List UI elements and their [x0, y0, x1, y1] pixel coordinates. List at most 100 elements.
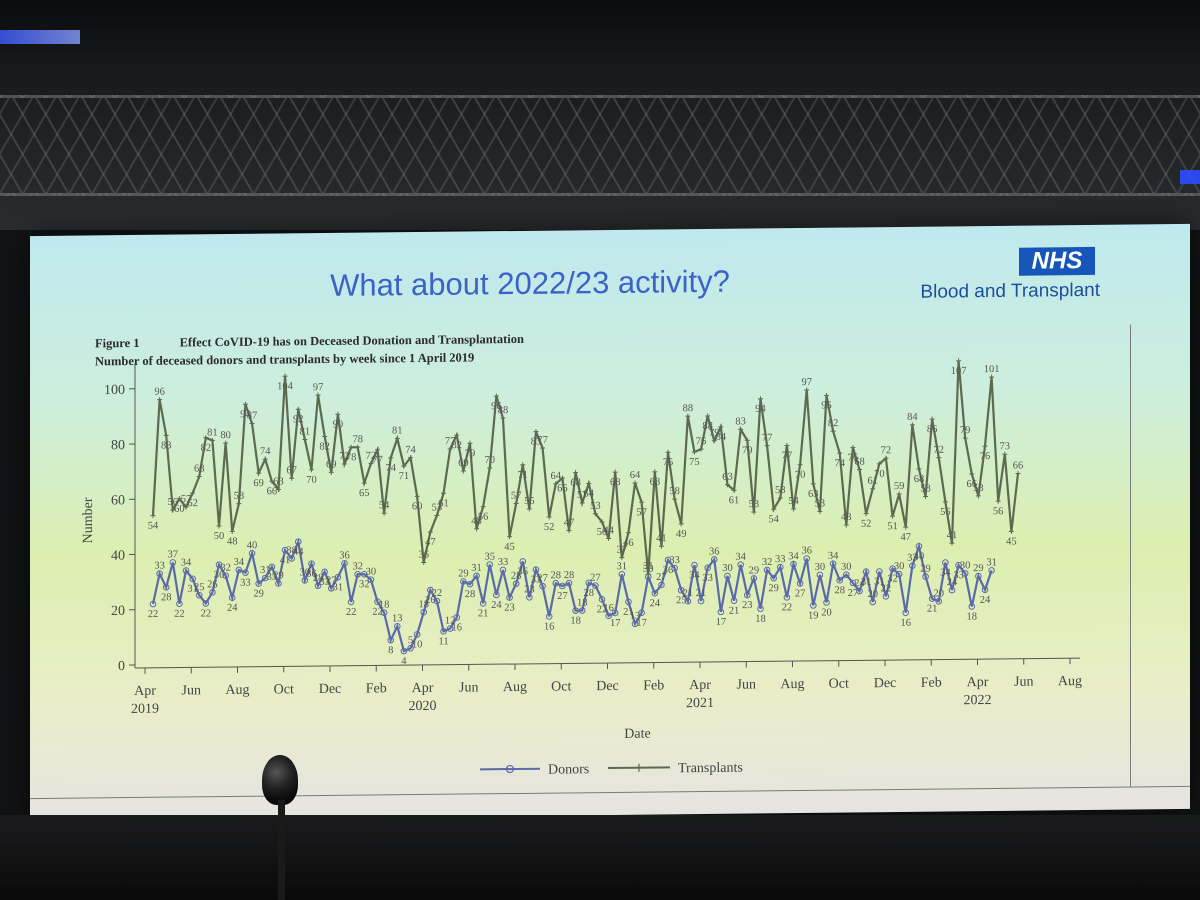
- donors-point: [862, 568, 870, 575]
- transplants-data-label: 75: [663, 457, 673, 468]
- donors-data-label: 32: [762, 557, 772, 568]
- transplants-point: [493, 393, 499, 399]
- donors-data-label: 31: [861, 577, 871, 588]
- transplants-point: [236, 501, 242, 507]
- transplants-data-label: 53: [749, 499, 759, 510]
- transplants-data-label: 61: [729, 495, 739, 506]
- transplants-data-label: 83: [735, 416, 745, 427]
- donors-point: [519, 558, 527, 565]
- donors-data-label: 27: [326, 575, 336, 586]
- weekly-donation-chart: 0 20 40 60 80 100 Number Apr Jun Aug Oct Dec Feb Apr J…: [81, 358, 1082, 778]
- donors-point: [876, 568, 883, 575]
- transplants-data-label: 71: [518, 470, 528, 481]
- donors-point: [275, 580, 282, 587]
- donors-point: [506, 594, 513, 601]
- transplants-point: [262, 456, 268, 462]
- transplants-point: [170, 507, 176, 513]
- donors-point: [651, 589, 659, 597]
- donors-point: [671, 564, 678, 572]
- transplants-point: [150, 513, 156, 519]
- donors-point: [598, 596, 606, 603]
- donors-data-label: 29: [768, 583, 778, 594]
- transplants-data-label: 72: [881, 445, 891, 456]
- donors-point: [684, 597, 692, 605]
- y-tick-label: 20: [111, 604, 125, 619]
- donors-data-label: 29: [920, 564, 930, 575]
- transplants-data-label: 53: [432, 502, 442, 513]
- donors-point: [420, 608, 428, 616]
- donors-point: [644, 573, 652, 581]
- transplants-point: [348, 444, 354, 450]
- transplants-point: [427, 529, 433, 535]
- donors-line: [151, 537, 993, 653]
- y-tick-label: 60: [111, 493, 125, 508]
- transplants-data-label: 57: [636, 507, 646, 518]
- transplants-point: [804, 387, 810, 393]
- transplants-point: [1002, 451, 1008, 457]
- x-tick-label: Dec: [874, 676, 897, 691]
- transplants-point: [592, 511, 598, 517]
- transplants-data-label: 63: [722, 472, 732, 483]
- y-axis-label: Number: [81, 497, 96, 543]
- transplants-point: [487, 465, 493, 471]
- transplants-data-label: 79: [465, 448, 475, 459]
- transplants-point: [322, 434, 328, 440]
- transplants-point: [724, 482, 730, 488]
- transplants-data-label: 64: [630, 470, 641, 481]
- donors-data-label: 28: [313, 573, 323, 584]
- transplants-point: [355, 444, 361, 450]
- transplants-point: [890, 513, 896, 519]
- transplants-data-label: 77: [537, 435, 547, 446]
- transplants-data-label: 87: [247, 410, 257, 421]
- transplants-point: [810, 481, 816, 487]
- donors-data-label: 33: [240, 578, 250, 589]
- x-tick-label: Aug: [780, 677, 804, 692]
- donors-point: [572, 607, 579, 614]
- transplants-point: [480, 504, 486, 510]
- donors-data-label: 11: [438, 636, 448, 647]
- transplants-data-label: 104: [277, 381, 293, 392]
- transplants-point: [711, 438, 717, 444]
- transplants-point: [698, 446, 704, 452]
- transplants-data-label: 69: [458, 458, 468, 469]
- x-tick-label: Jun: [1014, 675, 1033, 690]
- donors-point: [473, 572, 480, 580]
- donors-point: [770, 574, 777, 582]
- transplants-data-label: 56: [168, 497, 178, 508]
- transplants-point: [777, 495, 783, 501]
- donors-data-label: 28: [511, 571, 521, 582]
- transplants-point: [579, 500, 585, 506]
- x-tick-label: Jun: [182, 683, 201, 698]
- donors-data-label: 13: [392, 613, 402, 624]
- transplants-data-label: 84: [907, 412, 918, 423]
- donors-point: [882, 593, 890, 600]
- donors-point: [301, 577, 309, 584]
- donors-point: [664, 556, 672, 564]
- donors-data-label: 18: [379, 600, 389, 611]
- donors-data-label: 16: [603, 603, 613, 614]
- transplants-data-label: 54: [379, 500, 390, 511]
- transplants-point: [454, 432, 460, 438]
- donors-point: [691, 561, 698, 569]
- donors-data-label: 33: [669, 555, 679, 566]
- y-tick-label: 0: [118, 659, 125, 674]
- transplants-data-label: 83: [161, 440, 171, 451]
- donors-data-label: 31: [260, 565, 270, 576]
- donors-data-label: 34: [735, 552, 746, 563]
- transplants-data-label: 68: [914, 474, 924, 485]
- donors-point: [433, 597, 441, 605]
- donors-point: [453, 614, 461, 621]
- donors-data-label: 12: [445, 615, 455, 626]
- transplants-data-label: 53: [590, 501, 600, 512]
- donors-point: [308, 560, 315, 567]
- transplants-point: [249, 420, 255, 426]
- transplants-point: [553, 481, 559, 487]
- donors-data-label: 13: [630, 611, 640, 622]
- donors-point: [724, 572, 731, 580]
- transplants-point: [308, 467, 314, 473]
- transplants-data-label: 52: [861, 519, 871, 530]
- transplants-point: [586, 480, 592, 486]
- transplants-data-label: 57: [181, 494, 191, 505]
- donors-point: [585, 579, 593, 587]
- microphone-stand: [278, 800, 285, 900]
